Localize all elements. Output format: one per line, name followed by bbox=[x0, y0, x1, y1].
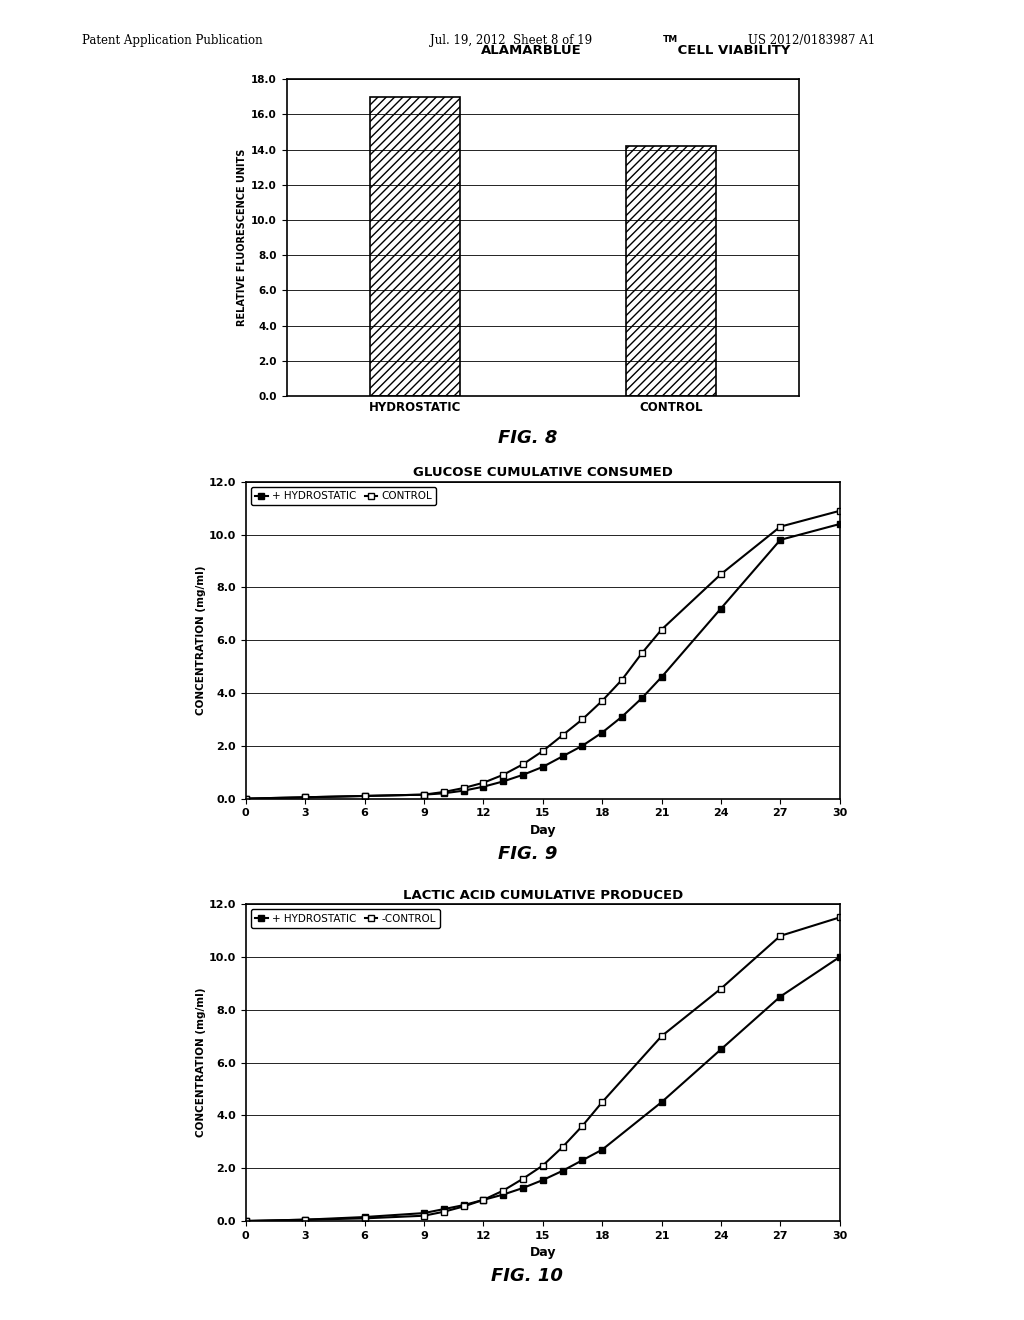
Legend: + HYDROSTATIC, CONTROL: + HYDROSTATIC, CONTROL bbox=[251, 487, 436, 506]
Bar bbox=[370, 96, 460, 396]
Title: LACTIC ACID CUMULATIVE PRODUCED: LACTIC ACID CUMULATIVE PRODUCED bbox=[402, 888, 683, 902]
Text: US 2012/0183987 A1: US 2012/0183987 A1 bbox=[748, 34, 874, 48]
Text: FIG. 9: FIG. 9 bbox=[498, 845, 557, 863]
Text: CELL VIABILITY: CELL VIABILITY bbox=[674, 44, 791, 57]
Text: FIG. 8: FIG. 8 bbox=[498, 429, 557, 447]
Bar bbox=[626, 147, 716, 396]
Y-axis label: RELATIVE FLUORESCENCE UNITS: RELATIVE FLUORESCENCE UNITS bbox=[237, 149, 247, 326]
Title: GLUCOSE CUMULATIVE CONSUMED: GLUCOSE CUMULATIVE CONSUMED bbox=[413, 466, 673, 479]
X-axis label: Day: Day bbox=[529, 824, 556, 837]
Text: Patent Application Publication: Patent Application Publication bbox=[82, 34, 262, 48]
Legend: + HYDROSTATIC, -CONTROL: + HYDROSTATIC, -CONTROL bbox=[251, 909, 440, 928]
Y-axis label: CONCENTRATION (mg/ml): CONCENTRATION (mg/ml) bbox=[196, 987, 206, 1138]
Y-axis label: CONCENTRATION (mg/ml): CONCENTRATION (mg/ml) bbox=[196, 565, 206, 715]
Text: FIG. 10: FIG. 10 bbox=[492, 1267, 563, 1286]
X-axis label: Day: Day bbox=[529, 1246, 556, 1259]
Text: Jul. 19, 2012  Sheet 8 of 19: Jul. 19, 2012 Sheet 8 of 19 bbox=[430, 34, 592, 48]
Text: ALAMARBLUE: ALAMARBLUE bbox=[481, 44, 582, 57]
Text: TM: TM bbox=[664, 36, 678, 45]
